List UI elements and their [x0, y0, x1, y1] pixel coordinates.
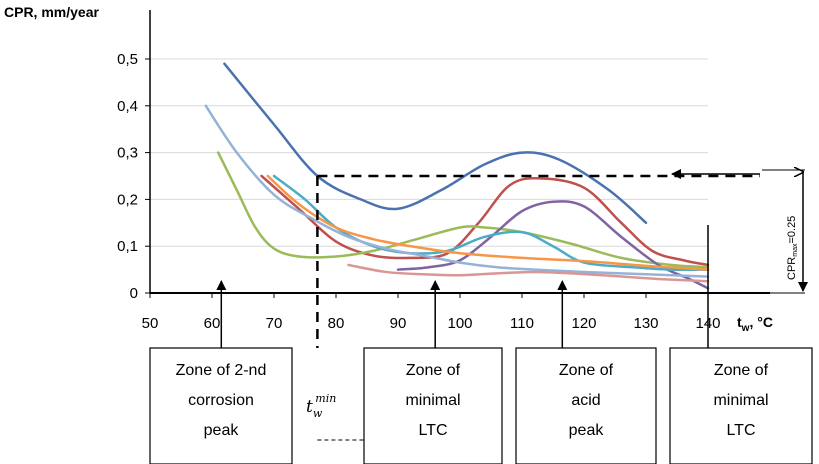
x-axis-title-unit: , °C	[749, 314, 773, 330]
series-line-8	[347, 263, 710, 283]
x-tick-label: 90	[390, 315, 407, 332]
zone-1-line-3: peak	[204, 422, 240, 439]
x-tick-label: 100	[447, 315, 472, 332]
tmin-label-sup: min	[315, 392, 336, 405]
grid-lines	[150, 58, 708, 247]
zone-4-line-1: Zone of	[714, 362, 769, 379]
zone-4-line-2: minimal	[713, 392, 768, 409]
tmin-label-t: t	[306, 397, 313, 417]
zone-box-minimal-ltc-right: Zone of minimal LTC	[669, 347, 813, 464]
zone-box-minimal-ltc-left: Zone of minimal LTC	[363, 347, 503, 464]
zone-box-second-corrosion-peak: Zone of 2-nd corrosion peak	[149, 347, 293, 464]
zone-box-acid-peak: Zone of acid peak	[515, 347, 657, 464]
cpr-max-label-value: =0.25	[786, 216, 798, 244]
x-tick-label: 70	[266, 315, 283, 332]
cpr-max-label: CPRmax=0.25	[786, 216, 799, 280]
zone-3-line-3: peak	[569, 422, 605, 439]
series-line-2	[260, 174, 710, 267]
y-tick-label: 0,1	[117, 238, 138, 255]
zone-2-line-3: LTC	[418, 422, 447, 439]
y-tick-label: 0,4	[117, 98, 138, 115]
x-axis-title-t: t	[737, 314, 742, 330]
x-tick-label: 60	[204, 315, 221, 332]
x-axis-title-sub: w	[741, 323, 750, 334]
x-tick-label: 110	[510, 315, 534, 332]
tick-labels: 00,10,20,30,40,550 60 70 80 90 100 110 120 130 14…	[117, 51, 720, 332]
zone-1-line-2: corrosion	[188, 392, 254, 409]
cpr-max-label-sub: max	[792, 243, 799, 257]
annotation-layer	[216, 170, 805, 441]
x-axis-title: tw, °C	[737, 314, 773, 334]
x-tick-label: 120	[571, 315, 596, 332]
y-tick-label: 0,5	[117, 51, 138, 68]
y-axis-title: CPR, mm/year	[4, 4, 99, 20]
y-tick-label: 0,3	[117, 145, 138, 162]
zone-3-line-2: acid	[571, 392, 600, 409]
x-tick-label: 130	[633, 315, 658, 332]
x-tick-label: 50	[142, 315, 159, 332]
series-line-3	[216, 151, 710, 269]
y-tick-label: 0,2	[117, 191, 138, 208]
zone-2-line-1: Zone of	[406, 362, 461, 379]
zone-3-line-1: Zone of	[559, 362, 614, 379]
zone-4-line-3: LTC	[726, 422, 755, 439]
zone-1-line-1: Zone of 2-nd	[176, 362, 267, 379]
x-tick-label: 80	[328, 315, 345, 332]
y-tick-label: 0	[130, 285, 138, 302]
series-line-1	[223, 62, 648, 225]
zone-2-line-2: minimal	[405, 392, 460, 409]
tmin-label-sub: w	[313, 407, 323, 420]
cpr-max-label-main: CPR	[786, 257, 798, 280]
series-line-7	[204, 104, 710, 278]
tmin-label: tw min	[306, 392, 336, 420]
